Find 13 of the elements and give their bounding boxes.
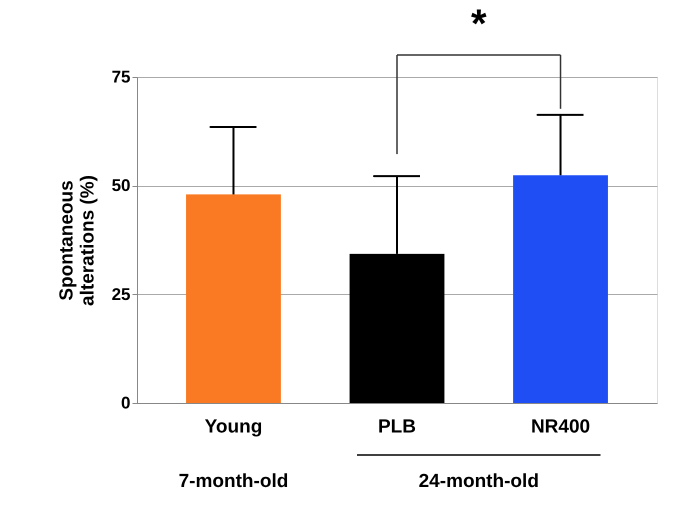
bar [186,194,281,403]
x-tick-label: Young [204,416,262,438]
y-tick-label: 25 [112,284,130,304]
text: 24-month-old [418,471,539,492]
x-tick-label: PLB [378,416,416,438]
y-tick-label: 0 [121,394,130,412]
y-tick-label: 50 [112,176,130,196]
text: 7-month-old [178,471,288,492]
bar [513,175,608,403]
text: * [470,2,487,46]
y-tick-label: 75 [112,68,130,86]
x-tick-label: NR400 [530,416,590,438]
y-axis-title: Spontaneous alterations (%) [56,175,99,306]
